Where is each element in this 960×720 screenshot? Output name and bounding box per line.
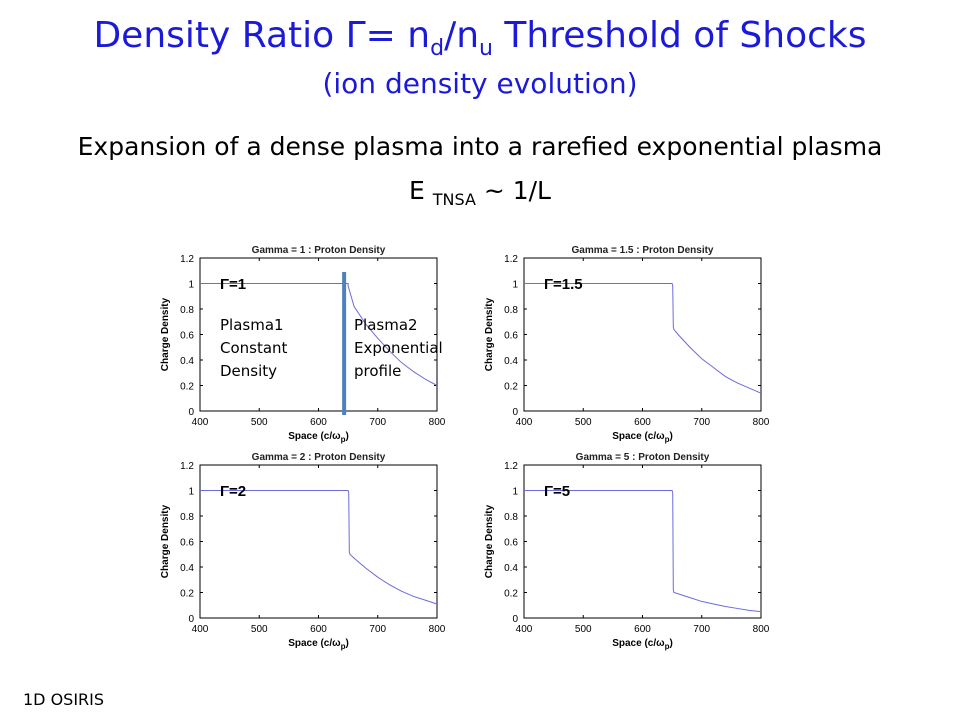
- y-tick-label: 1.2: [504, 461, 518, 472]
- x-axis-label: Space (c/ωp): [612, 638, 673, 651]
- x-tick-label: 400: [516, 417, 533, 428]
- x-tick-label: 500: [251, 417, 268, 428]
- y-tick-label: 1.2: [504, 254, 518, 265]
- y-axis-label: Charge Density: [484, 504, 495, 578]
- x-tick-label: 600: [310, 624, 327, 635]
- y-tick-label: 0.6: [180, 331, 194, 342]
- plasma2-label-line: Plasma2: [354, 316, 418, 334]
- y-tick-label: 0.4: [504, 563, 518, 574]
- x-axis-label-end: ): [669, 431, 672, 442]
- y-tick-label: 1.2: [180, 254, 194, 265]
- x-tick-label: 700: [369, 417, 386, 428]
- x-axis-label-main: Space (c/ω: [288, 431, 341, 442]
- x-tick-label: 400: [192, 624, 209, 635]
- y-tick-label: 1: [188, 487, 194, 498]
- x-tick-label: 500: [575, 624, 592, 635]
- x-axis-label: Space (c/ωp): [288, 431, 349, 444]
- slide-subtitle: (ion density evolution): [322, 67, 638, 100]
- gamma-label: Γ=2: [220, 483, 246, 500]
- y-axis-label: Charge Density: [484, 297, 495, 371]
- plasma2-label-line: Exponential: [354, 339, 443, 357]
- plasma1-label-line: Density: [220, 362, 277, 380]
- x-tick-label: 800: [429, 417, 446, 428]
- series-line-1: [200, 283, 438, 386]
- y-tick-label: 0: [188, 407, 194, 418]
- chart-title: Gamma = 1 : Proton Density: [252, 245, 386, 256]
- chart-4: Gamma = 5 : Proton Density 400 500 600 700 80…: [484, 452, 770, 651]
- y-tick-label: 0.4: [180, 356, 194, 367]
- y-tick-label: 0: [512, 407, 518, 418]
- y-axis-label: Charge Density: [160, 504, 171, 578]
- x-tick-label: 800: [429, 624, 446, 635]
- gamma-label: Γ=1.5: [544, 276, 583, 293]
- slide-heading: Expansion of a dense plasma into a raref…: [77, 132, 883, 161]
- y-tick-label: 0.8: [504, 305, 518, 316]
- x-axis-label-sub: p: [665, 435, 670, 444]
- x-axis-label-main: Space (c/ω: [612, 431, 665, 442]
- x-axis-label-main: Space (c/ω: [612, 638, 665, 649]
- x-axis-label-end: ): [345, 638, 348, 649]
- chart-title: Gamma = 1.5 : Proton Density: [572, 245, 714, 256]
- plasma1-label-line: Plasma1: [220, 316, 284, 334]
- chart-2: Gamma = 1.5 : Proton Density 400 500 600 700…: [484, 245, 770, 444]
- y-tick-label: 0.6: [180, 538, 194, 549]
- x-tick-label: 700: [693, 624, 710, 635]
- gamma-label: Γ=5: [544, 483, 570, 500]
- y-tick-label: 0: [512, 614, 518, 625]
- y-tick-label: 0.2: [504, 382, 518, 393]
- slide-title: Density Ratio Γ= nd/nu Threshold of Shoc…: [93, 15, 867, 61]
- y-tick-label: 0.4: [180, 563, 194, 574]
- chart-3: Gamma = 2 : Proton Density 400 500 600 700 80…: [160, 452, 446, 651]
- chart-1: Gamma = 1 : Proton Density 400 500 600 700 80…: [160, 245, 446, 444]
- footer-note: 1D OSIRIS: [23, 690, 105, 709]
- x-axis-label-sub: p: [341, 642, 346, 651]
- y-tick-label: 1: [512, 487, 518, 498]
- formula: E TNSA ~ 1/L: [409, 176, 551, 209]
- y-tick-label: 0.2: [180, 382, 194, 393]
- chart-title: Gamma = 5 : Proton Density: [576, 452, 710, 463]
- plasma1-label-line: Constant: [220, 339, 288, 357]
- x-axis-label-end: ): [669, 638, 672, 649]
- y-tick-label: 1.2: [180, 461, 194, 472]
- x-tick-label: 700: [369, 624, 386, 635]
- x-axis-label-end: ): [345, 431, 348, 442]
- gamma-label: Γ=1: [220, 276, 246, 293]
- x-tick-label: 400: [516, 624, 533, 635]
- y-tick-label: 0.8: [504, 512, 518, 523]
- series-line-1: [524, 283, 762, 394]
- series-line-1: [200, 490, 438, 605]
- x-axis-label-sub: p: [665, 642, 670, 651]
- x-tick-label: 800: [753, 417, 770, 428]
- y-tick-label: 0.2: [504, 589, 518, 600]
- x-tick-label: 600: [634, 624, 651, 635]
- x-tick-label: 800: [753, 624, 770, 635]
- x-tick-label: 600: [634, 417, 651, 428]
- y-tick-label: 0.4: [504, 356, 518, 367]
- x-tick-label: 400: [192, 417, 209, 428]
- y-tick-label: 0.8: [180, 512, 194, 523]
- y-tick-label: 0.6: [504, 331, 518, 342]
- y-tick-label: 1: [188, 280, 194, 291]
- y-tick-label: 0: [188, 614, 194, 625]
- x-tick-label: 500: [575, 417, 592, 428]
- x-axis-label-main: Space (c/ω: [288, 638, 341, 649]
- x-axis-label-sub: p: [341, 435, 346, 444]
- y-tick-label: 0.2: [180, 589, 194, 600]
- plasma2-label-line: profile: [354, 362, 401, 380]
- x-tick-label: 600: [310, 417, 327, 428]
- y-tick-label: 0.6: [504, 538, 518, 549]
- x-tick-label: 500: [251, 624, 268, 635]
- y-tick-label: 0.8: [180, 305, 194, 316]
- x-axis-label: Space (c/ωp): [288, 638, 349, 651]
- y-tick-label: 1: [512, 280, 518, 291]
- series-line-1: [524, 490, 762, 613]
- x-tick-label: 700: [693, 417, 710, 428]
- chart-title: Gamma = 2 : Proton Density: [252, 452, 386, 463]
- y-axis-label: Charge Density: [160, 297, 171, 371]
- x-axis-label: Space (c/ωp): [612, 431, 673, 444]
